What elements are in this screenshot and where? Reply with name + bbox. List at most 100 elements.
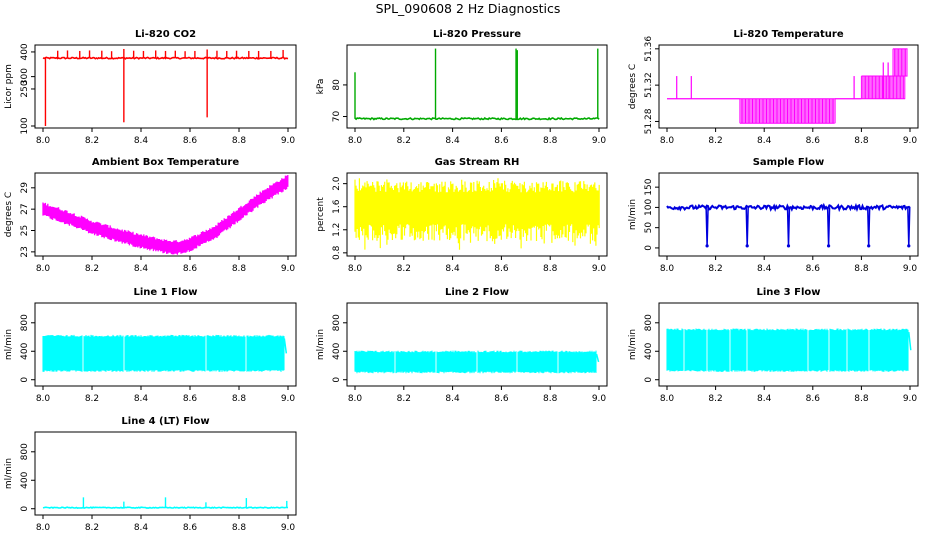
x-tick-label: 8.4 xyxy=(757,394,772,404)
dip-mark xyxy=(745,207,749,246)
y-axis-label: percent xyxy=(316,197,326,232)
dip-mark xyxy=(705,207,709,246)
x-tick-label: 8.2 xyxy=(85,394,99,404)
x-tick-label: 9.0 xyxy=(281,394,296,404)
series-line xyxy=(667,48,908,124)
series-line xyxy=(42,497,289,510)
x-tick-label: 9.0 xyxy=(903,394,918,404)
series-end xyxy=(283,338,288,354)
x-tick-label: 8.4 xyxy=(757,136,772,146)
x-tick-label: 8.0 xyxy=(36,264,51,274)
x-tick-label: 8.4 xyxy=(757,264,772,274)
series-band xyxy=(42,334,285,372)
x-tick-label: 9.0 xyxy=(592,394,607,404)
x-tick-label: 9.0 xyxy=(281,136,296,146)
panel-title: Line 2 Flow xyxy=(445,287,509,298)
x-tick-label: 8.2 xyxy=(708,264,722,274)
panel-10: Line 4 (LT) Flow ml/min 8.0 8.2 8.4 8.6 8.8 9.0… xyxy=(4,416,297,533)
x-tick-label: 8.6 xyxy=(494,264,509,274)
y-tick-label: 300 xyxy=(20,68,30,85)
x-tick-label: 8.8 xyxy=(543,136,558,146)
x-tick-label: 8.6 xyxy=(183,394,198,404)
dip-point xyxy=(745,244,749,248)
y-tick-label: 100 xyxy=(644,199,654,216)
y-tick-label: 0 xyxy=(20,377,30,383)
panel-6: Sample Flow ml/min 8.0 8.2 8.4 8.6 8.8 9.0 0 50 10… xyxy=(628,157,919,274)
plot-frame xyxy=(658,172,919,257)
y-tick-label: 27 xyxy=(20,203,30,214)
y-axis-label: degrees C xyxy=(628,64,638,109)
panel-title: Sample Flow xyxy=(753,157,825,168)
plot-frame xyxy=(34,302,297,387)
plot-frame xyxy=(346,44,608,129)
y-axis-label: ml/min xyxy=(4,458,14,489)
panel-title: Li-820 CO2 xyxy=(135,29,196,40)
x-tick-label: 8.2 xyxy=(85,523,99,533)
y-tick-label: 800 xyxy=(20,443,30,460)
x-tick-label: 8.4 xyxy=(445,264,460,274)
panel-5: Gas Stream RH percent 8.0 8.2 8.4 8.6 8.8 9.0 0.… xyxy=(316,157,608,274)
y-axis-label: Licor ppm xyxy=(4,64,14,109)
x-tick-label: 8.8 xyxy=(232,523,247,533)
y-axis-label: ml/min xyxy=(4,329,14,360)
panel-1: Li-820 CO2 Licor ppm 8.0 8.2 8.4 8.6 8.8 9.0 100… xyxy=(4,29,297,146)
dip-mark xyxy=(907,207,911,246)
panel-title: Gas Stream RH xyxy=(435,157,520,168)
x-tick-label: 8.2 xyxy=(85,264,99,274)
plot-frame xyxy=(34,44,297,129)
band-segment xyxy=(892,48,908,77)
x-tick-label: 8.8 xyxy=(543,394,558,404)
series-line xyxy=(42,334,288,372)
y-tick-label: 400 xyxy=(644,342,654,359)
x-tick-label: 8.6 xyxy=(183,136,198,146)
y-tick-label: 0 xyxy=(20,506,30,512)
x-tick-label: 8.4 xyxy=(445,394,460,404)
x-tick-label: 8.0 xyxy=(348,264,363,274)
y-axis-label: ml/min xyxy=(316,329,326,360)
dip-point xyxy=(786,244,791,248)
y-tick-label: 100 xyxy=(20,117,30,134)
y-tick-label: 400 xyxy=(332,342,342,359)
plot-frame xyxy=(346,172,608,257)
y-tick-label: 50 xyxy=(644,222,654,234)
series-line xyxy=(42,48,289,126)
y-tick-label: 400 xyxy=(20,342,30,359)
plot-frame xyxy=(34,431,297,516)
x-tick-label: 8.6 xyxy=(806,394,821,404)
y-tick-label: 0 xyxy=(332,377,342,383)
plot-frame xyxy=(34,172,297,257)
x-tick-label: 8.6 xyxy=(806,264,821,274)
x-tick-label: 8.2 xyxy=(397,136,411,146)
series-line xyxy=(666,328,912,372)
series-line xyxy=(354,350,600,374)
x-tick-label: 8.6 xyxy=(183,264,198,274)
series-line xyxy=(666,202,911,248)
x-tick-label: 8.8 xyxy=(232,394,247,404)
x-tick-label: 8.0 xyxy=(660,394,675,404)
series-path xyxy=(354,116,600,121)
series-end xyxy=(908,331,912,351)
x-tick-label: 8.0 xyxy=(36,523,51,533)
panel-8: Line 2 Flow ml/min 8.0 8.2 8.4 8.6 8.8 9.0 0 400 8… xyxy=(316,287,608,404)
plot-frame xyxy=(346,302,608,387)
series-line xyxy=(354,178,600,250)
y-tick-label: 25 xyxy=(20,225,30,236)
panel-title: Li-820 Pressure xyxy=(433,29,521,40)
x-tick-label: 8.6 xyxy=(494,394,509,404)
panel-2: Li-820 Pressure kPa 8.0 8.2 8.4 8.6 8.8 9.0 70 80 xyxy=(316,29,608,146)
x-tick-label: 8.8 xyxy=(854,394,869,404)
y-tick-label: 70 xyxy=(332,111,342,123)
x-tick-label: 8.6 xyxy=(494,136,509,146)
y-tick-label: 250 xyxy=(20,80,30,97)
x-tick-label: 8.2 xyxy=(397,394,411,404)
y-tick-label: 150 xyxy=(644,178,654,195)
series-path xyxy=(42,56,289,60)
x-tick-label: 9.0 xyxy=(281,264,296,274)
panel-title: Line 3 Flow xyxy=(757,287,821,298)
panel-title: Line 4 (LT) Flow xyxy=(121,416,209,427)
x-tick-label: 9.0 xyxy=(281,523,296,533)
series-line xyxy=(354,48,600,121)
y-tick-label: 80 xyxy=(332,79,342,91)
y-tick-label: 2.0 xyxy=(332,176,342,191)
